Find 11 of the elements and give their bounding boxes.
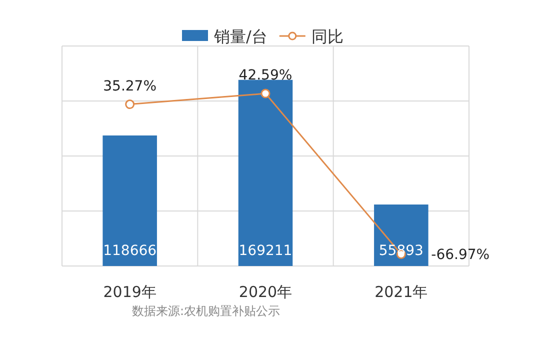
data-label: 118666: [103, 243, 157, 259]
legend-label: 销量/台: [213, 27, 268, 46]
x-tick-label: 2019年: [103, 283, 156, 301]
legend-label: 同比: [311, 27, 344, 46]
x-tick-label: 2020年: [238, 283, 292, 301]
x-tick-label: 2021年: [374, 283, 428, 301]
data-label: 42.59%: [238, 68, 292, 84]
data-label: 35.27%: [103, 78, 157, 94]
source-note: 数据来源:农机购置补贴公示: [132, 304, 280, 318]
data-label: -66.97%: [431, 247, 490, 264]
data-label: 169211: [238, 243, 292, 259]
